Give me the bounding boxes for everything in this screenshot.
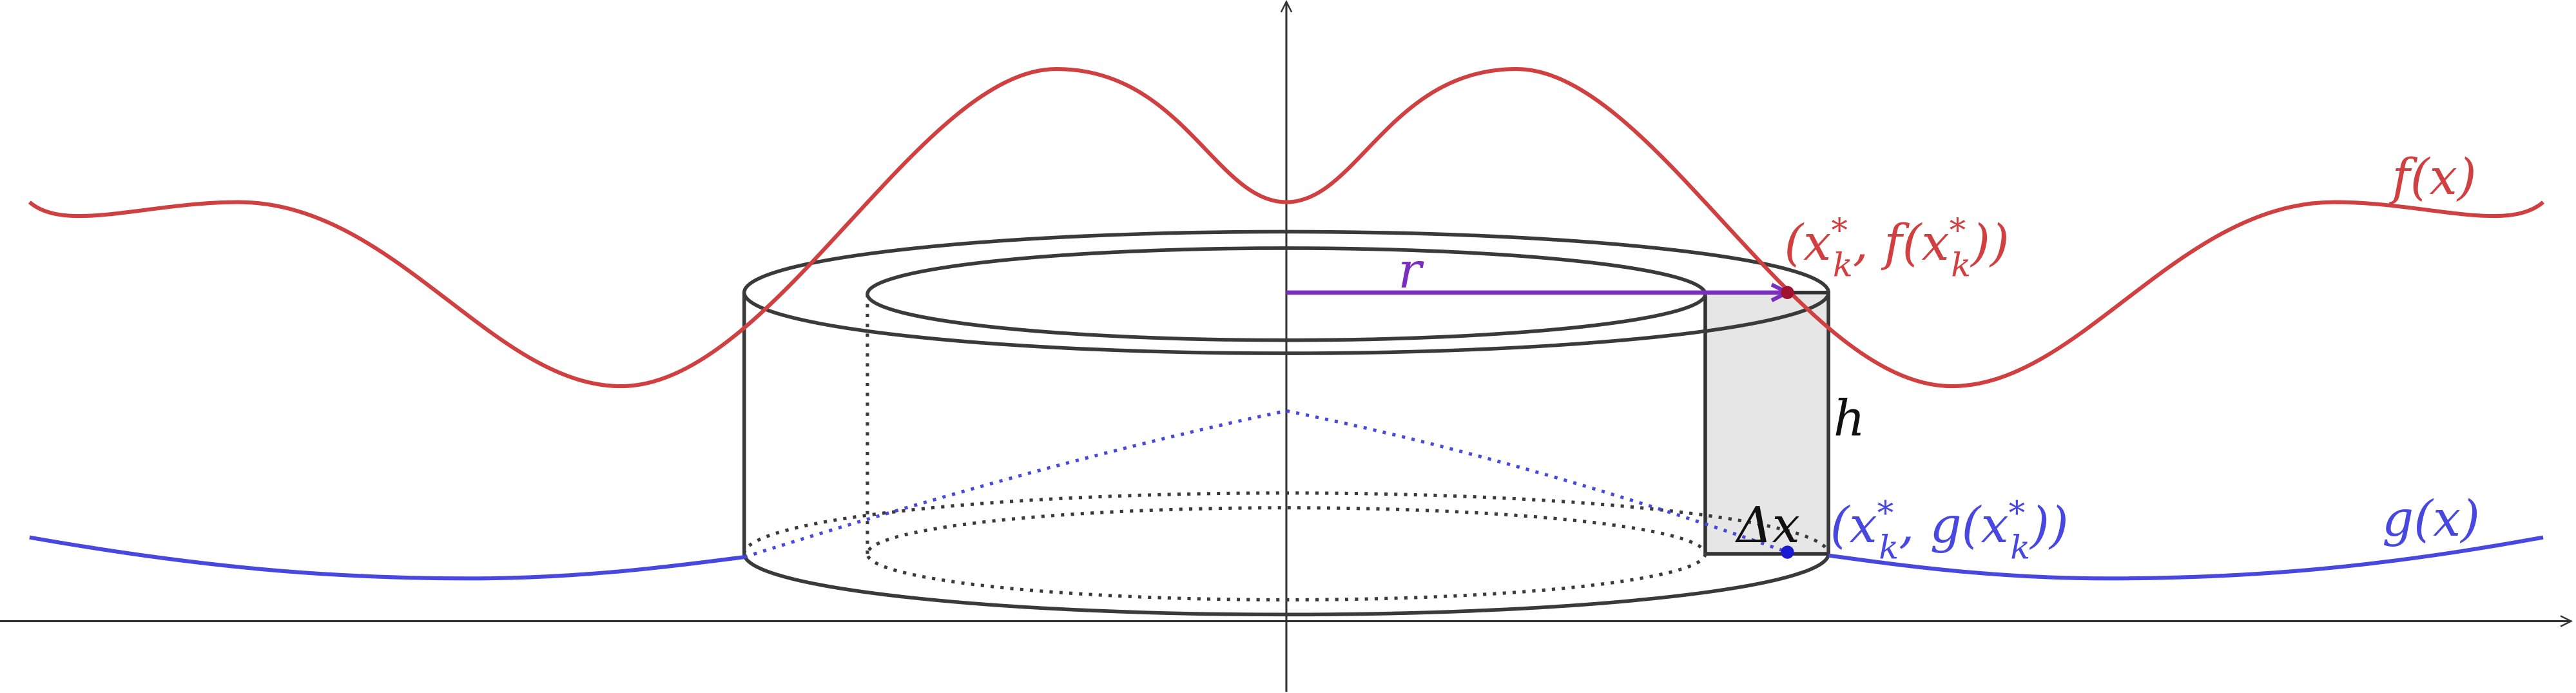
sub: k: [2010, 529, 2030, 567]
var: x: [1850, 497, 1877, 554]
label-f: f(x): [2389, 149, 2477, 206]
paren: )): [1970, 215, 2009, 272]
var: x: [1922, 215, 1950, 272]
label-g: g(x): [2382, 491, 2480, 548]
label-point-f: (x* k, f(x* k)): [1784, 212, 2009, 285]
outer-bottom-front: [742, 553, 1830, 617]
cylinder: [742, 229, 1830, 617]
sub: k: [1951, 246, 1971, 284]
label-h: h: [1834, 391, 1865, 448]
point-g: [1781, 545, 1794, 559]
sup: *: [2009, 494, 2025, 532]
shell-slice: [1703, 290, 1830, 556]
sub: k: [1879, 529, 1899, 567]
sub: k: [1833, 246, 1853, 284]
var: x: [1981, 497, 2009, 554]
var: x: [1803, 215, 1831, 272]
paren: (: [1830, 497, 1851, 554]
point-f: [1781, 286, 1794, 299]
paren: (: [1784, 215, 1805, 272]
sup: *: [1831, 212, 1847, 250]
label-delta-x: Δx: [1734, 497, 1799, 554]
outer-bottom-back: [742, 491, 1830, 554]
paren: )): [2029, 497, 2069, 554]
g-curve: [29, 535, 2544, 581]
label-point-g: (x* k, g(x* k)): [1830, 494, 2069, 567]
label-r: r: [1398, 242, 1424, 300]
inner-bottom-ellipse: [866, 506, 1707, 601]
text: , g(: [1899, 497, 1982, 554]
text: , f(: [1853, 215, 1923, 272]
sup: *: [1877, 494, 1893, 532]
f-curve: [28, 67, 2545, 389]
sup: *: [1950, 212, 1966, 250]
g-hidden: [743, 409, 1788, 559]
